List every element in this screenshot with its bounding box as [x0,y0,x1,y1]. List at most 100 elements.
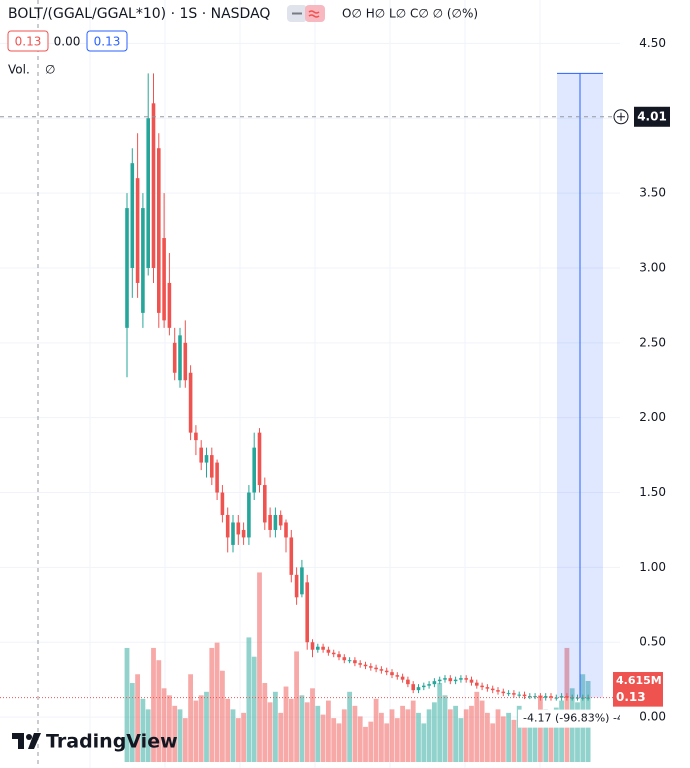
candle-body [369,666,373,668]
volume-bar [320,714,326,762]
volume-bar [410,700,416,762]
volume-bar [278,712,284,762]
candle-body [443,678,447,680]
volume-bar [273,691,278,762]
volume-bar [341,709,347,762]
buy-box[interactable] [86,30,128,52]
volume-bar [575,702,580,762]
icon-settings[interactable] [305,5,325,22]
crosshair-box [634,106,670,127]
candle-body [353,660,357,664]
candle-body [300,567,304,595]
sell-price: 0.13 [15,35,42,49]
candle-body [167,282,172,328]
candle-body [141,208,145,313]
candle-body [363,664,368,667]
candle-body [496,690,500,692]
volume-bar [400,705,405,762]
candle-body [151,103,156,268]
volume-bar [204,691,209,762]
candle-body [570,697,574,699]
candle-body [448,678,453,682]
candle-body [464,678,468,680]
candle-body [522,694,527,697]
volume-bar [522,718,527,762]
logo-dot [26,734,32,740]
axis-labels: 0.000.501.001.502.002.503.003.504.004.50… [613,36,670,724]
y-tick-label: 3.50 [639,186,666,200]
volume-bar [315,705,321,762]
volume-bar [257,572,262,762]
volume-bar [527,726,533,762]
volume-bar [304,702,310,762]
volume-bar [394,718,400,762]
candle-body [310,642,315,650]
candle-body [358,663,362,665]
vertical-grid [89,0,541,768]
volume-bar [384,723,390,762]
volume-bar [283,686,289,762]
volume-label-box [613,672,663,691]
y-tick-label: 0.50 [639,635,666,649]
volume-bar [177,709,183,762]
candle-body [183,342,188,381]
candle-body [162,238,166,321]
candle-body [543,696,548,698]
volume-bar [145,709,151,762]
candle-body [559,696,564,698]
candle-body [321,646,325,650]
candle-body [135,178,140,283]
candle-body [225,514,230,538]
volume-bar [225,698,231,762]
crosshair-label: 4.01 [637,109,667,123]
y-tick-label: 4.50 [639,36,666,50]
candle-body [305,582,309,643]
volume-bar [437,683,443,762]
last-price-label: 0.13 [616,690,646,704]
volume-bar [299,695,305,762]
sell-box[interactable] [7,30,49,52]
volume-bar [511,719,517,762]
volume-bar [246,637,252,762]
candle-body [204,455,209,463]
volume-bar [405,709,411,762]
candle-body [432,681,437,685]
spread: 0.00 [54,35,81,49]
logo-mark [12,733,24,749]
candle-body [416,687,421,691]
volume-bar [251,656,257,762]
volume-bar [538,695,543,762]
volume-title: Vol. [8,63,30,77]
volume-bar [432,702,437,762]
candle-body [188,372,193,433]
volume-bar [485,712,490,762]
candle-body [422,685,426,688]
candle-body [374,667,378,670]
volume-bar [241,712,246,762]
candle-body [384,670,389,673]
candles [125,73,590,701]
icon-wave [308,10,320,18]
volume-bar [140,698,146,762]
volume-bar [363,726,368,762]
grid [0,42,620,718]
candle-body [273,514,278,530]
volume-bar [506,712,511,762]
volume-bar [347,691,352,762]
candle-body [501,691,506,694]
candle-body [326,649,331,653]
volume-bar [262,683,268,762]
y-tick-label: 1.00 [639,560,666,574]
volume-bar [230,709,236,762]
volume-bar [479,700,485,762]
volume-bar [373,698,379,762]
candle-body [554,697,559,699]
candle-body [538,696,543,698]
volume-bar [288,698,294,762]
candle-body [512,693,516,695]
volume-bar [161,688,167,762]
volume-bar [543,709,549,762]
volume-bar [495,709,501,762]
volume-bar [310,688,315,762]
volume-bar [294,651,299,762]
